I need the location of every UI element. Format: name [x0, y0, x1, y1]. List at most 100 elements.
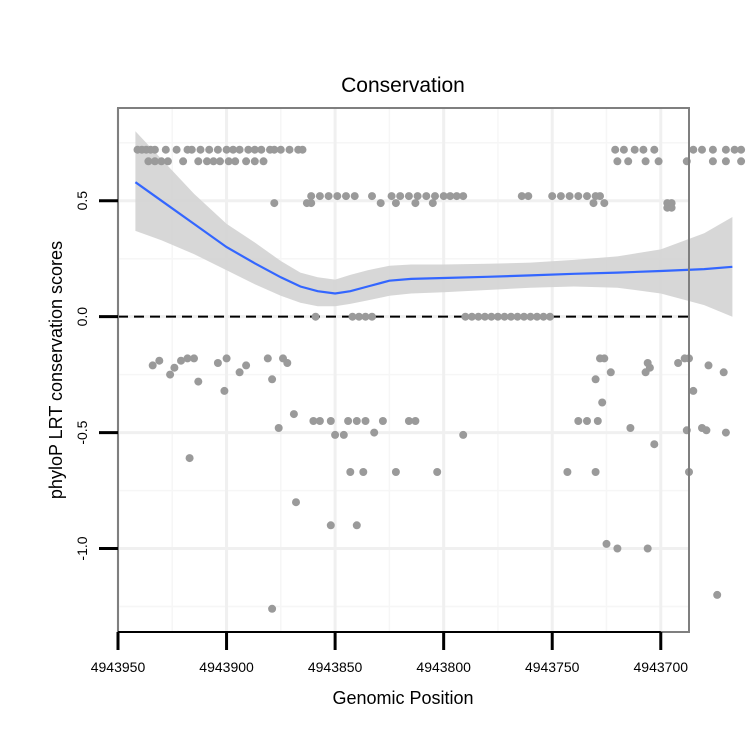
data-point [155, 356, 164, 365]
data-point [689, 386, 698, 395]
y-axis: 0.5 0.0 -0.5 -1.0 [74, 191, 118, 561]
data-point [339, 430, 348, 439]
data-point [526, 312, 535, 321]
data-point [446, 192, 455, 201]
x-tick-label: 4943700 [634, 659, 689, 675]
data-point [289, 410, 298, 419]
data-point [268, 604, 277, 613]
chart-title: Conservation [341, 74, 465, 97]
data-point [220, 386, 229, 395]
data-point [507, 312, 515, 321]
confidence-ribbon [135, 131, 733, 317]
data-point [702, 426, 711, 435]
data-point [170, 363, 179, 372]
data-point [480, 312, 489, 321]
data-point [326, 417, 335, 425]
data-point [194, 157, 203, 166]
data-point [721, 157, 730, 166]
data-point [268, 375, 277, 384]
data-point [391, 468, 400, 476]
data-point [674, 359, 683, 367]
data-point [411, 199, 420, 208]
data-point [641, 157, 650, 166]
data-point [187, 145, 196, 154]
data-point [600, 354, 609, 363]
data-point [283, 359, 292, 367]
data-point [270, 145, 279, 154]
data-point [422, 192, 431, 201]
data-point [344, 417, 353, 425]
data-point [667, 203, 676, 212]
data-point [487, 312, 496, 321]
data-point [324, 192, 333, 201]
data-point [263, 354, 272, 363]
y-tick-label: -1.0 [74, 536, 90, 560]
data-point [179, 157, 188, 166]
data-point [593, 417, 602, 425]
data-point [307, 199, 316, 208]
data-point [307, 192, 316, 201]
data-point [229, 145, 238, 154]
data-point [315, 417, 324, 425]
data-point [591, 468, 600, 476]
data-point [315, 192, 324, 201]
data-point [500, 312, 509, 321]
data-point [161, 145, 170, 154]
data-point [276, 145, 285, 154]
data-point [624, 157, 633, 166]
data-point [348, 312, 357, 321]
data-point [411, 417, 420, 425]
data-point [190, 354, 198, 363]
smooth-trend-line [134, 181, 733, 295]
data-point [428, 199, 437, 208]
x-tick-label: 4943950 [91, 659, 146, 675]
data-point [404, 192, 413, 201]
data-point [213, 145, 222, 154]
data-point [643, 544, 652, 553]
data-point [361, 417, 370, 425]
data-point [163, 157, 172, 166]
data-point [346, 468, 355, 476]
data-point [350, 192, 359, 201]
data-point [574, 192, 583, 201]
data-point [213, 359, 222, 367]
data-point [222, 145, 231, 154]
data-point [698, 145, 706, 154]
data-point [598, 398, 607, 407]
data-point [196, 145, 205, 154]
data-point [596, 192, 604, 201]
data-point [474, 312, 483, 321]
data-point [250, 145, 259, 154]
data-point [368, 312, 376, 321]
data-point [721, 145, 730, 154]
data-point [713, 590, 722, 599]
data-point [166, 370, 175, 379]
data-point [150, 145, 159, 154]
data-point [517, 192, 526, 201]
data-point [719, 368, 728, 377]
data-point [150, 157, 159, 166]
data-point [467, 312, 476, 321]
data-point [396, 192, 405, 201]
data-point [654, 157, 663, 166]
data-point [431, 192, 439, 201]
data-point [326, 521, 335, 530]
data-point [524, 192, 533, 201]
data-point [309, 417, 318, 425]
data-point [459, 430, 468, 439]
data-point [242, 157, 251, 166]
data-point [704, 361, 713, 370]
data-point [556, 192, 565, 201]
data-point [270, 199, 279, 208]
data-point [626, 424, 635, 432]
data-point [205, 145, 214, 154]
x-axis-title: Genomic Position [332, 688, 473, 708]
data-point [520, 312, 528, 321]
data-point [645, 363, 654, 372]
data-point [355, 312, 363, 321]
data-point [583, 417, 591, 425]
data-point [216, 157, 224, 166]
data-point [461, 312, 470, 321]
data-point [493, 312, 502, 321]
data-point [721, 428, 730, 437]
